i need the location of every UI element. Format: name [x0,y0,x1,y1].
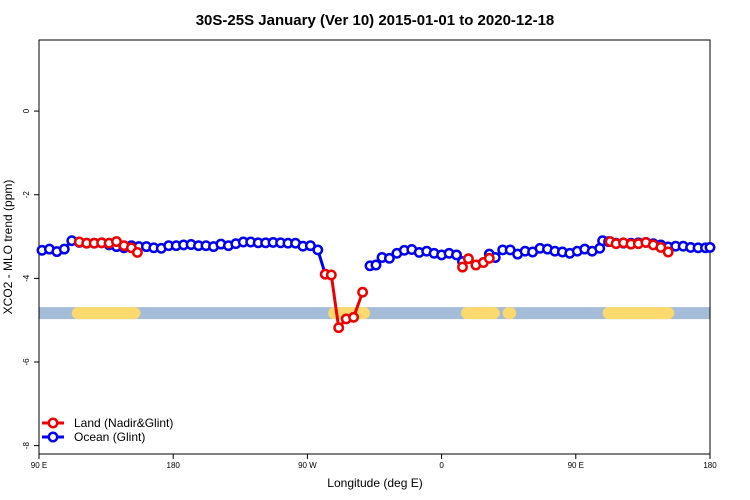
data-point-ocean-1-12 [451,249,462,261]
x-tick-label-3: 0 [439,461,444,470]
x-axis-title: Longitude (deg E) [327,476,422,490]
x-tick-label-2: 90 W [298,461,317,470]
data-point-land-2-1 [462,253,474,265]
data-point-ocean-1-1 [370,259,382,271]
data-point-ocean-0-3 [58,243,70,255]
chart-title: 30S-25S January (Ver 10) 2015-01-01 to 2… [196,12,555,29]
x-tick-label-0: 90 E [31,461,47,470]
legend-label-ocean: Ocean (Glint) [74,430,145,444]
y-tick-label-2: -4 [22,274,31,282]
data-point-land-1-5 [357,286,369,298]
legend-entry-ocean: Ocean (Glint) [42,430,145,444]
x-axis: 90 E 180 90 W 0 90 E 180 [31,454,717,470]
y-tick-label-1: -2 [22,191,31,199]
x-tick-label-4: 90 E [568,461,584,470]
data-point-land-2-4 [483,252,495,264]
data-point-land-1-1 [325,269,337,281]
data-point-land-1-4 [348,311,360,323]
data-point-land-2-0 [457,261,468,273]
y-tick-label-3: -6 [22,358,31,366]
data-point-ocean-0-37 [312,244,324,256]
legend: Land (Nadir&Glint) Ocean (Glint) [42,416,173,444]
y-tick-label-0: 0 [22,108,31,113]
data-point-ocean-3-15 [704,241,716,253]
data-point-land-0-8 [131,246,143,258]
series-layer [36,235,716,334]
x-tick-label-5: 180 [703,461,717,470]
y-axis: 0 -2 -4 -6 -8 [22,108,39,449]
data-point-land-3-7 [655,241,667,253]
legend-marker-land [47,417,59,429]
y-axis-title: XCO2 - MLO trend (ppm) [1,180,15,315]
data-point-ocean-1-3 [383,252,395,264]
y-tick-label-4: -8 [22,442,31,450]
legend-entry-land: Land (Nadir&Glint) [42,416,173,430]
legend-label-land: Land (Nadir&Glint) [74,416,173,430]
data-point-land-1-2 [333,322,345,334]
data-point-land-3-8 [662,246,674,258]
legend-marker-ocean [47,431,59,443]
x-tick-label-1: 180 [167,461,181,470]
